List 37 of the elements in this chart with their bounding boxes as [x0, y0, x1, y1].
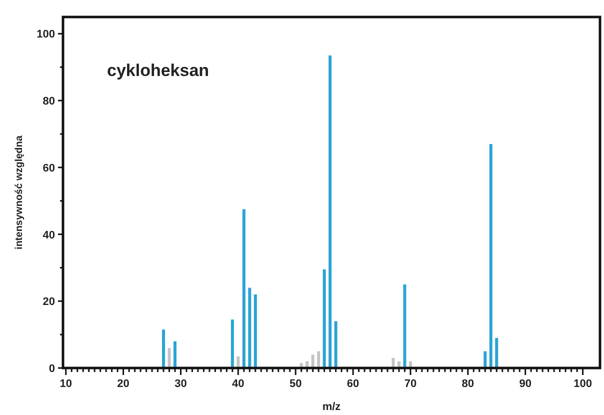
y-tick-label: 40	[42, 229, 55, 242]
bar	[484, 351, 487, 368]
x-tick-label: 30	[174, 378, 187, 390]
y-tick-label: 80	[42, 96, 55, 108]
bar	[173, 341, 176, 368]
bar	[392, 358, 395, 368]
x-tick-label: 10	[60, 378, 72, 390]
x-tick-label: 50	[289, 378, 302, 390]
bar	[162, 330, 166, 368]
y-tick-label: 20	[42, 296, 55, 308]
y-axis-title: intensywność względna	[14, 135, 25, 250]
bar	[328, 55, 332, 368]
bar	[317, 351, 320, 368]
x-tick-label: 80	[462, 378, 474, 390]
y-tick-label: 0	[48, 363, 55, 375]
x-tick-label: 20	[117, 378, 130, 390]
bar	[311, 354, 314, 368]
bar	[495, 338, 498, 368]
bar	[248, 288, 252, 368]
x-tick-label: 100	[574, 378, 592, 390]
x-tick-label: 70	[404, 378, 417, 390]
x-axis-title: m/z	[322, 401, 342, 413]
text: cykloheksan	[107, 61, 210, 80]
x-tick-label: 60	[346, 378, 360, 390]
bar	[168, 348, 171, 368]
bar	[334, 321, 338, 368]
x-tick-label: 40	[232, 378, 244, 390]
x-tick-label: 90	[519, 378, 532, 390]
bar	[254, 294, 257, 368]
bar	[230, 320, 234, 368]
y-tick-label: 60	[42, 162, 55, 174]
bar	[242, 209, 246, 368]
bar	[403, 284, 406, 368]
bar	[236, 356, 240, 368]
bar	[322, 269, 326, 368]
y-tick-label: 100	[36, 28, 55, 41]
bar	[489, 144, 492, 368]
